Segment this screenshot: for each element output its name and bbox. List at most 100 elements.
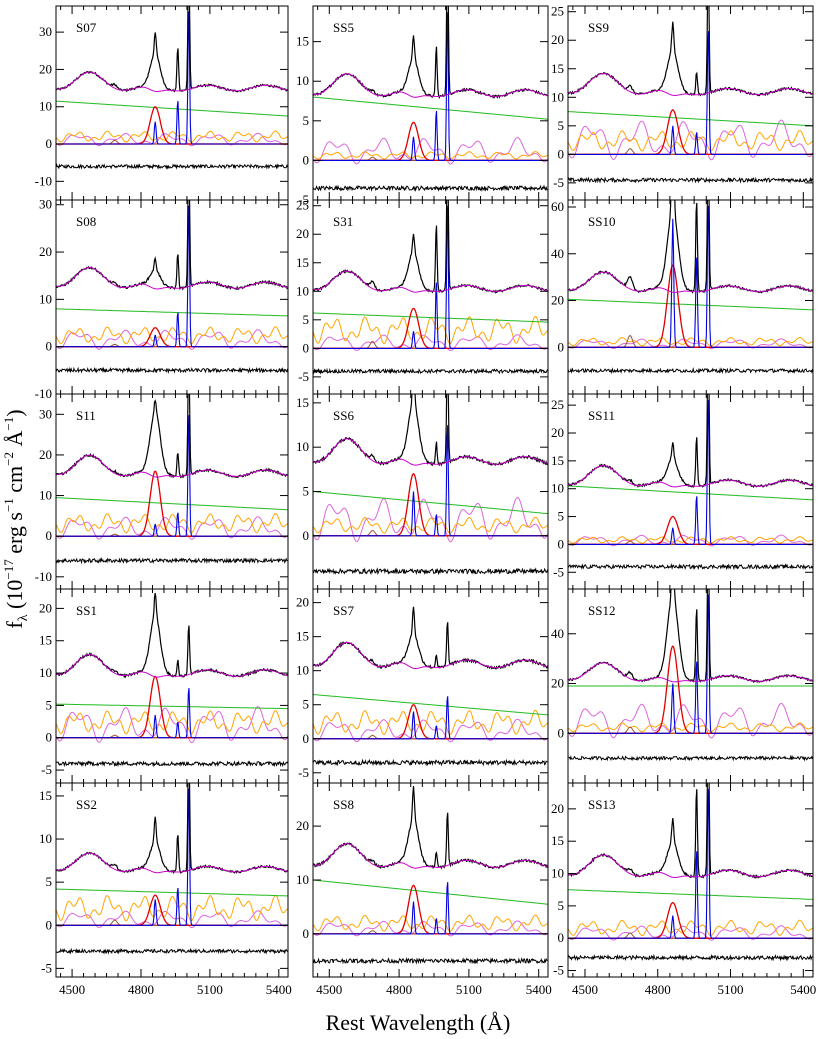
broad-hbeta-line xyxy=(568,264,813,348)
panel-ss8: 0 10 20 SS8 xyxy=(296,782,549,978)
fe-ii-component xyxy=(568,919,813,937)
y-tick-label: 15 xyxy=(551,453,564,468)
y-tick-label: 10 xyxy=(39,665,52,680)
host-component xyxy=(568,925,813,941)
panel-ss9: -5 0 5 10 15 20 25 SS9 xyxy=(551,4,814,201)
x-tick-label: 5400 xyxy=(526,982,552,997)
observed-spectrum xyxy=(568,783,813,880)
narrow-lines xyxy=(568,789,813,939)
model-fit xyxy=(56,654,288,678)
observed-spectrum xyxy=(568,200,813,294)
panel-label: SS6 xyxy=(333,408,354,423)
residual-spectrum xyxy=(56,760,288,768)
fe-ii-component xyxy=(56,130,288,143)
panel-label: SS5 xyxy=(333,20,354,35)
observed-spectrum xyxy=(313,786,548,870)
fe-ii-component xyxy=(313,151,548,160)
observed-spectrum xyxy=(313,6,548,100)
fe-ii-component xyxy=(313,315,548,345)
panel-frame xyxy=(312,393,549,590)
panel-label: SS13 xyxy=(588,797,615,812)
y-tick-label: 0 xyxy=(46,730,53,745)
panel-label: SS1 xyxy=(76,603,97,618)
y-tick-label: 10 xyxy=(551,89,564,104)
residual-spectrum xyxy=(56,947,288,955)
residual-spectrum xyxy=(313,567,548,576)
x-tick-label: 5100 xyxy=(718,982,744,997)
y-label-exp3: −2 xyxy=(1,452,16,466)
narrow-lines xyxy=(568,31,813,155)
y-tick-label: 0 xyxy=(558,339,565,354)
y-tick-label: 5 xyxy=(303,312,310,327)
plot-area xyxy=(568,783,813,962)
x-tick-label: 4500 xyxy=(316,982,342,997)
heii-line xyxy=(313,340,548,349)
panel-label: SS2 xyxy=(76,797,97,812)
narrow-lines xyxy=(313,205,548,349)
plot-area xyxy=(568,394,813,571)
panel-label: SS10 xyxy=(588,214,615,229)
panel-frame xyxy=(312,782,549,978)
broad-hbeta-line xyxy=(313,121,548,162)
y-tick-label: 40 xyxy=(551,626,564,641)
plot-area xyxy=(56,200,288,375)
model-fit xyxy=(313,641,548,669)
panel-label: SS9 xyxy=(588,20,609,35)
y-tick-label: -5 xyxy=(298,369,309,384)
panel-frame xyxy=(312,5,549,201)
power-law-continuum xyxy=(56,888,288,897)
y-tick-label: 5 xyxy=(558,898,565,913)
narrow-lines xyxy=(313,12,548,161)
narrow-lines xyxy=(568,205,813,348)
narrow-lines xyxy=(568,399,813,545)
y-tick-label: 10 xyxy=(39,488,52,503)
y-tick-label: 15 xyxy=(39,633,52,648)
y-tick-label: 60 xyxy=(551,199,564,214)
panel-frame xyxy=(567,5,814,201)
y-tick-label: 5 xyxy=(303,113,310,128)
panel-frame xyxy=(55,782,289,978)
model-fit xyxy=(568,465,813,488)
panel-frame xyxy=(55,199,289,395)
residual-spectrum xyxy=(313,758,548,767)
plot-area xyxy=(568,6,813,184)
y-tick-label: 10 xyxy=(39,99,52,114)
broad-hbeta-line xyxy=(313,703,548,740)
plot-area xyxy=(313,394,548,576)
narrow-lines xyxy=(313,696,548,740)
plot-area xyxy=(56,783,288,955)
y-tick-label: 20 xyxy=(39,600,52,615)
fe-ii-component xyxy=(568,337,813,347)
y-label-close: ) xyxy=(2,409,27,416)
host-component xyxy=(313,496,548,543)
narrow-lines xyxy=(56,415,288,537)
plot-area xyxy=(313,606,548,767)
x-tick-label: 4800 xyxy=(645,982,671,997)
panel-label: SS7 xyxy=(333,603,354,618)
residual-spectrum xyxy=(313,184,548,192)
y-tick-label: -5 xyxy=(41,960,52,975)
x-tick-label: 4500 xyxy=(59,982,85,997)
y-tick-label: 20 xyxy=(296,226,309,241)
x-axis-label: Rest Wavelength (Å) xyxy=(326,1010,511,1035)
panel-s11: -10 0 10 20 30 S11 xyxy=(35,393,289,590)
panel-ss7: -5 0 5 10 15 20 SS7 xyxy=(296,588,549,784)
panel-s31: -5 0 5 10 15 20 25 S31 xyxy=(296,198,549,395)
narrow-lines xyxy=(56,205,288,348)
host-component xyxy=(313,920,548,937)
y-tick-label: 30 xyxy=(39,406,52,421)
fe-ii-component xyxy=(313,914,548,932)
x-tick-label: 5400 xyxy=(790,982,816,997)
panel-ss13: -5 0 5 10 15 20 SS13 xyxy=(551,782,814,978)
narrow-lines xyxy=(56,788,288,926)
y-tick-label: 0 xyxy=(303,528,310,543)
fe-ii-component xyxy=(56,326,288,345)
power-law-continuum xyxy=(313,694,548,716)
fe-ii-component xyxy=(568,722,813,733)
y-tick-label: 20 xyxy=(296,818,309,833)
y-tick-label: 30 xyxy=(39,197,52,212)
y-tick-label: 15 xyxy=(551,833,564,848)
model-fit xyxy=(313,438,548,466)
